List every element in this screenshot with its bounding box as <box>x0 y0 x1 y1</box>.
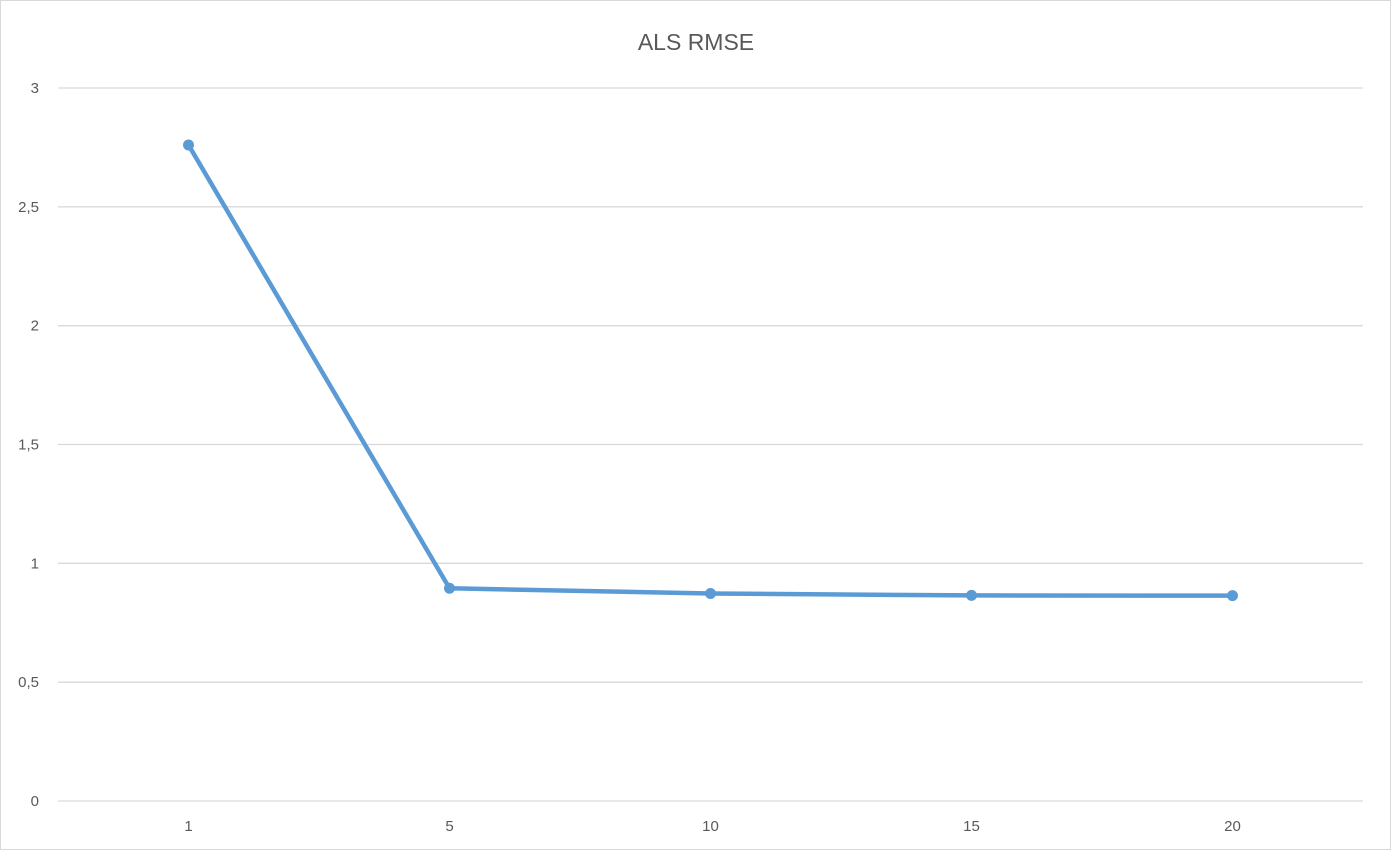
series-line <box>186 142 1235 598</box>
data-point <box>444 582 455 594</box>
x-tick-label: 5 <box>445 818 453 835</box>
y-tick-label: 0 <box>31 793 39 810</box>
data-point <box>1227 590 1238 602</box>
data-point <box>966 589 977 601</box>
y-tick-label: 0,5 <box>18 674 39 691</box>
y-tick-label: 2,5 <box>18 199 39 216</box>
y-tick-label: 1 <box>31 555 39 572</box>
data-point <box>705 588 716 600</box>
chart-title: ALS RMSE <box>638 29 754 55</box>
series-layer <box>183 139 1238 602</box>
x-tick-label: 1 <box>184 818 192 835</box>
y-axis-tick-labels: 0 0,5 1 1,5 2 2,5 3 <box>18 80 39 810</box>
data-point <box>183 139 194 151</box>
y-tick-label: 3 <box>31 80 39 97</box>
gridlines <box>58 87 1363 802</box>
y-tick-label: 1,5 <box>18 437 39 454</box>
x-tick-label: 10 <box>702 818 719 835</box>
x-tick-label: 15 <box>963 818 980 835</box>
y-tick-label: 2 <box>31 318 39 335</box>
x-axis-tick-labels: 1 5 10 15 20 <box>184 818 1241 835</box>
x-tick-label: 20 <box>1224 818 1241 835</box>
